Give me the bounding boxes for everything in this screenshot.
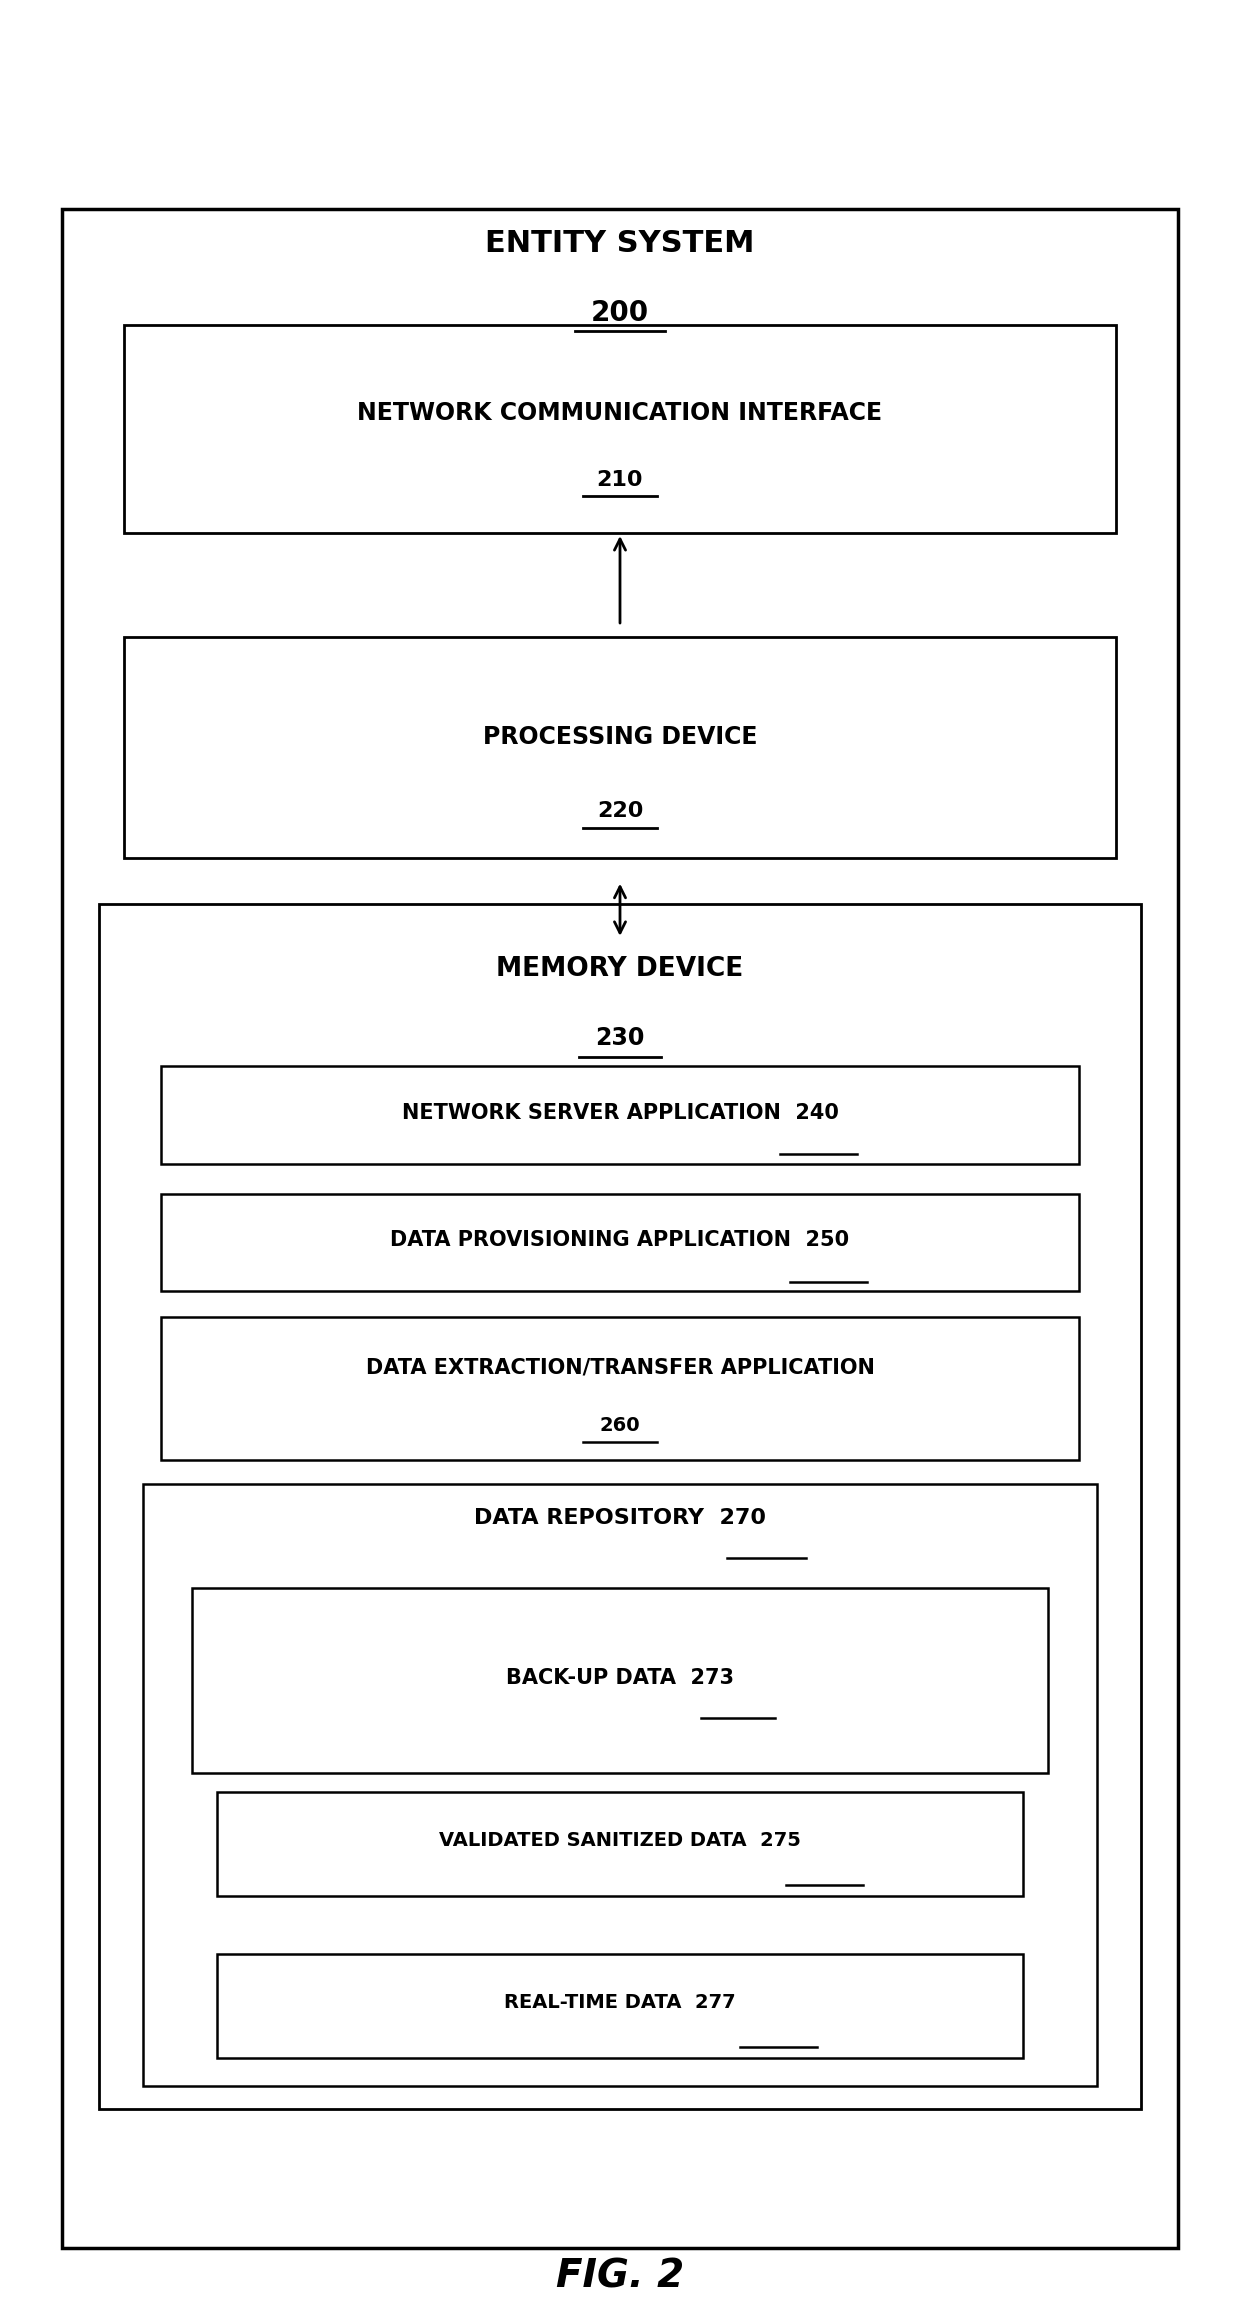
- FancyBboxPatch shape: [217, 1792, 1023, 1896]
- FancyBboxPatch shape: [62, 209, 1178, 2248]
- FancyBboxPatch shape: [143, 1484, 1097, 2086]
- FancyBboxPatch shape: [161, 1317, 1079, 1460]
- Text: 220: 220: [596, 802, 644, 821]
- FancyBboxPatch shape: [217, 1954, 1023, 2058]
- Text: DATA REPOSITORY  270: DATA REPOSITORY 270: [474, 1509, 766, 1528]
- Text: DATA EXTRACTION/TRANSFER APPLICATION: DATA EXTRACTION/TRANSFER APPLICATION: [366, 1358, 874, 1377]
- Text: PROCESSING DEVICE: PROCESSING DEVICE: [482, 726, 758, 749]
- Text: FIG. 2: FIG. 2: [556, 2258, 684, 2295]
- Text: BACK-UP DATA  273: BACK-UP DATA 273: [506, 1669, 734, 1688]
- FancyBboxPatch shape: [192, 1588, 1048, 1773]
- Text: MEMORY DEVICE: MEMORY DEVICE: [496, 955, 744, 983]
- Text: NETWORK COMMUNICATION INTERFACE: NETWORK COMMUNICATION INTERFACE: [357, 401, 883, 424]
- Text: 260: 260: [600, 1416, 640, 1435]
- Text: REAL-TIME DATA  277: REAL-TIME DATA 277: [505, 1993, 735, 2012]
- Text: ENTITY SYSTEM: ENTITY SYSTEM: [485, 229, 755, 257]
- Text: VALIDATED SANITIZED DATA  275: VALIDATED SANITIZED DATA 275: [439, 1831, 801, 1850]
- FancyBboxPatch shape: [124, 637, 1116, 858]
- FancyBboxPatch shape: [161, 1194, 1079, 1291]
- FancyBboxPatch shape: [124, 325, 1116, 533]
- FancyBboxPatch shape: [99, 904, 1141, 2109]
- Text: 210: 210: [596, 471, 644, 489]
- Text: 230: 230: [595, 1027, 645, 1050]
- FancyBboxPatch shape: [161, 1066, 1079, 1164]
- Text: DATA PROVISIONING APPLICATION  250: DATA PROVISIONING APPLICATION 250: [391, 1231, 849, 1249]
- Text: NETWORK SERVER APPLICATION  240: NETWORK SERVER APPLICATION 240: [402, 1103, 838, 1122]
- Text: 200: 200: [591, 299, 649, 327]
